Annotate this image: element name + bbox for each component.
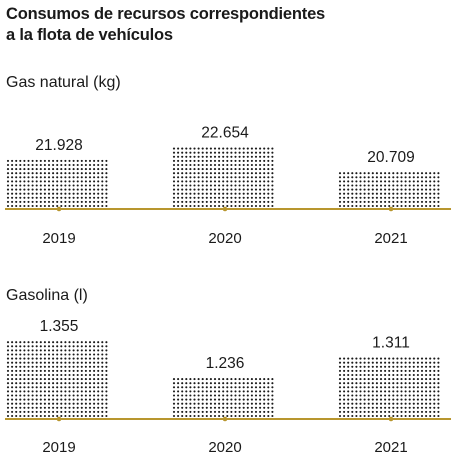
x-tick-label-2020: 2020 bbox=[208, 230, 241, 247]
x-tick-2021 bbox=[388, 416, 394, 422]
x-tick-2019 bbox=[56, 206, 62, 212]
x-tick-2019 bbox=[56, 416, 62, 422]
gas-natural-chart: Gas natural (kg) 21.928 22.654 20.709 2019… bbox=[5, 74, 451, 247]
value-label-2019: 1.355 bbox=[40, 318, 79, 335]
value-label-2021: 20.709 bbox=[367, 149, 414, 166]
bar-2021 bbox=[338, 357, 440, 418]
x-tick-label-2021: 2021 bbox=[374, 230, 407, 247]
bar-2020 bbox=[172, 147, 274, 208]
value-label-2021: 1.311 bbox=[372, 335, 410, 352]
x-tick-label-2021: 2021 bbox=[374, 439, 407, 456]
value-label-2020: 1.236 bbox=[206, 355, 245, 372]
bar-2021 bbox=[338, 172, 440, 208]
x-tick-2020 bbox=[222, 416, 228, 422]
x-tick-label-2019: 2019 bbox=[42, 439, 75, 456]
x-tick-label-2020: 2020 bbox=[208, 439, 241, 456]
value-label-2020: 22.654 bbox=[201, 125, 249, 142]
gas-natural-label: Gas natural (kg) bbox=[6, 74, 121, 91]
chart-title: Consumos de recursos correspondientes a … bbox=[6, 4, 446, 46]
bar-2019 bbox=[6, 159, 108, 208]
x-tick-label-2019: 2019 bbox=[42, 230, 75, 247]
x-tick-2020 bbox=[222, 206, 228, 212]
chart-title-line-1: Consumos de recursos correspondientes bbox=[6, 5, 326, 23]
bar-2019 bbox=[6, 341, 108, 418]
x-tick-2021 bbox=[388, 206, 394, 212]
chart-title-line-2: a la flota de vehículos bbox=[6, 26, 173, 44]
bar-2020 bbox=[172, 378, 274, 418]
gasolina-chart: Gasolina (l) 1.355 1.236 1.311 2019 2020 2… bbox=[5, 287, 451, 456]
value-label-2019: 21.928 bbox=[35, 137, 82, 154]
gasolina-label: Gasolina (l) bbox=[6, 287, 88, 304]
